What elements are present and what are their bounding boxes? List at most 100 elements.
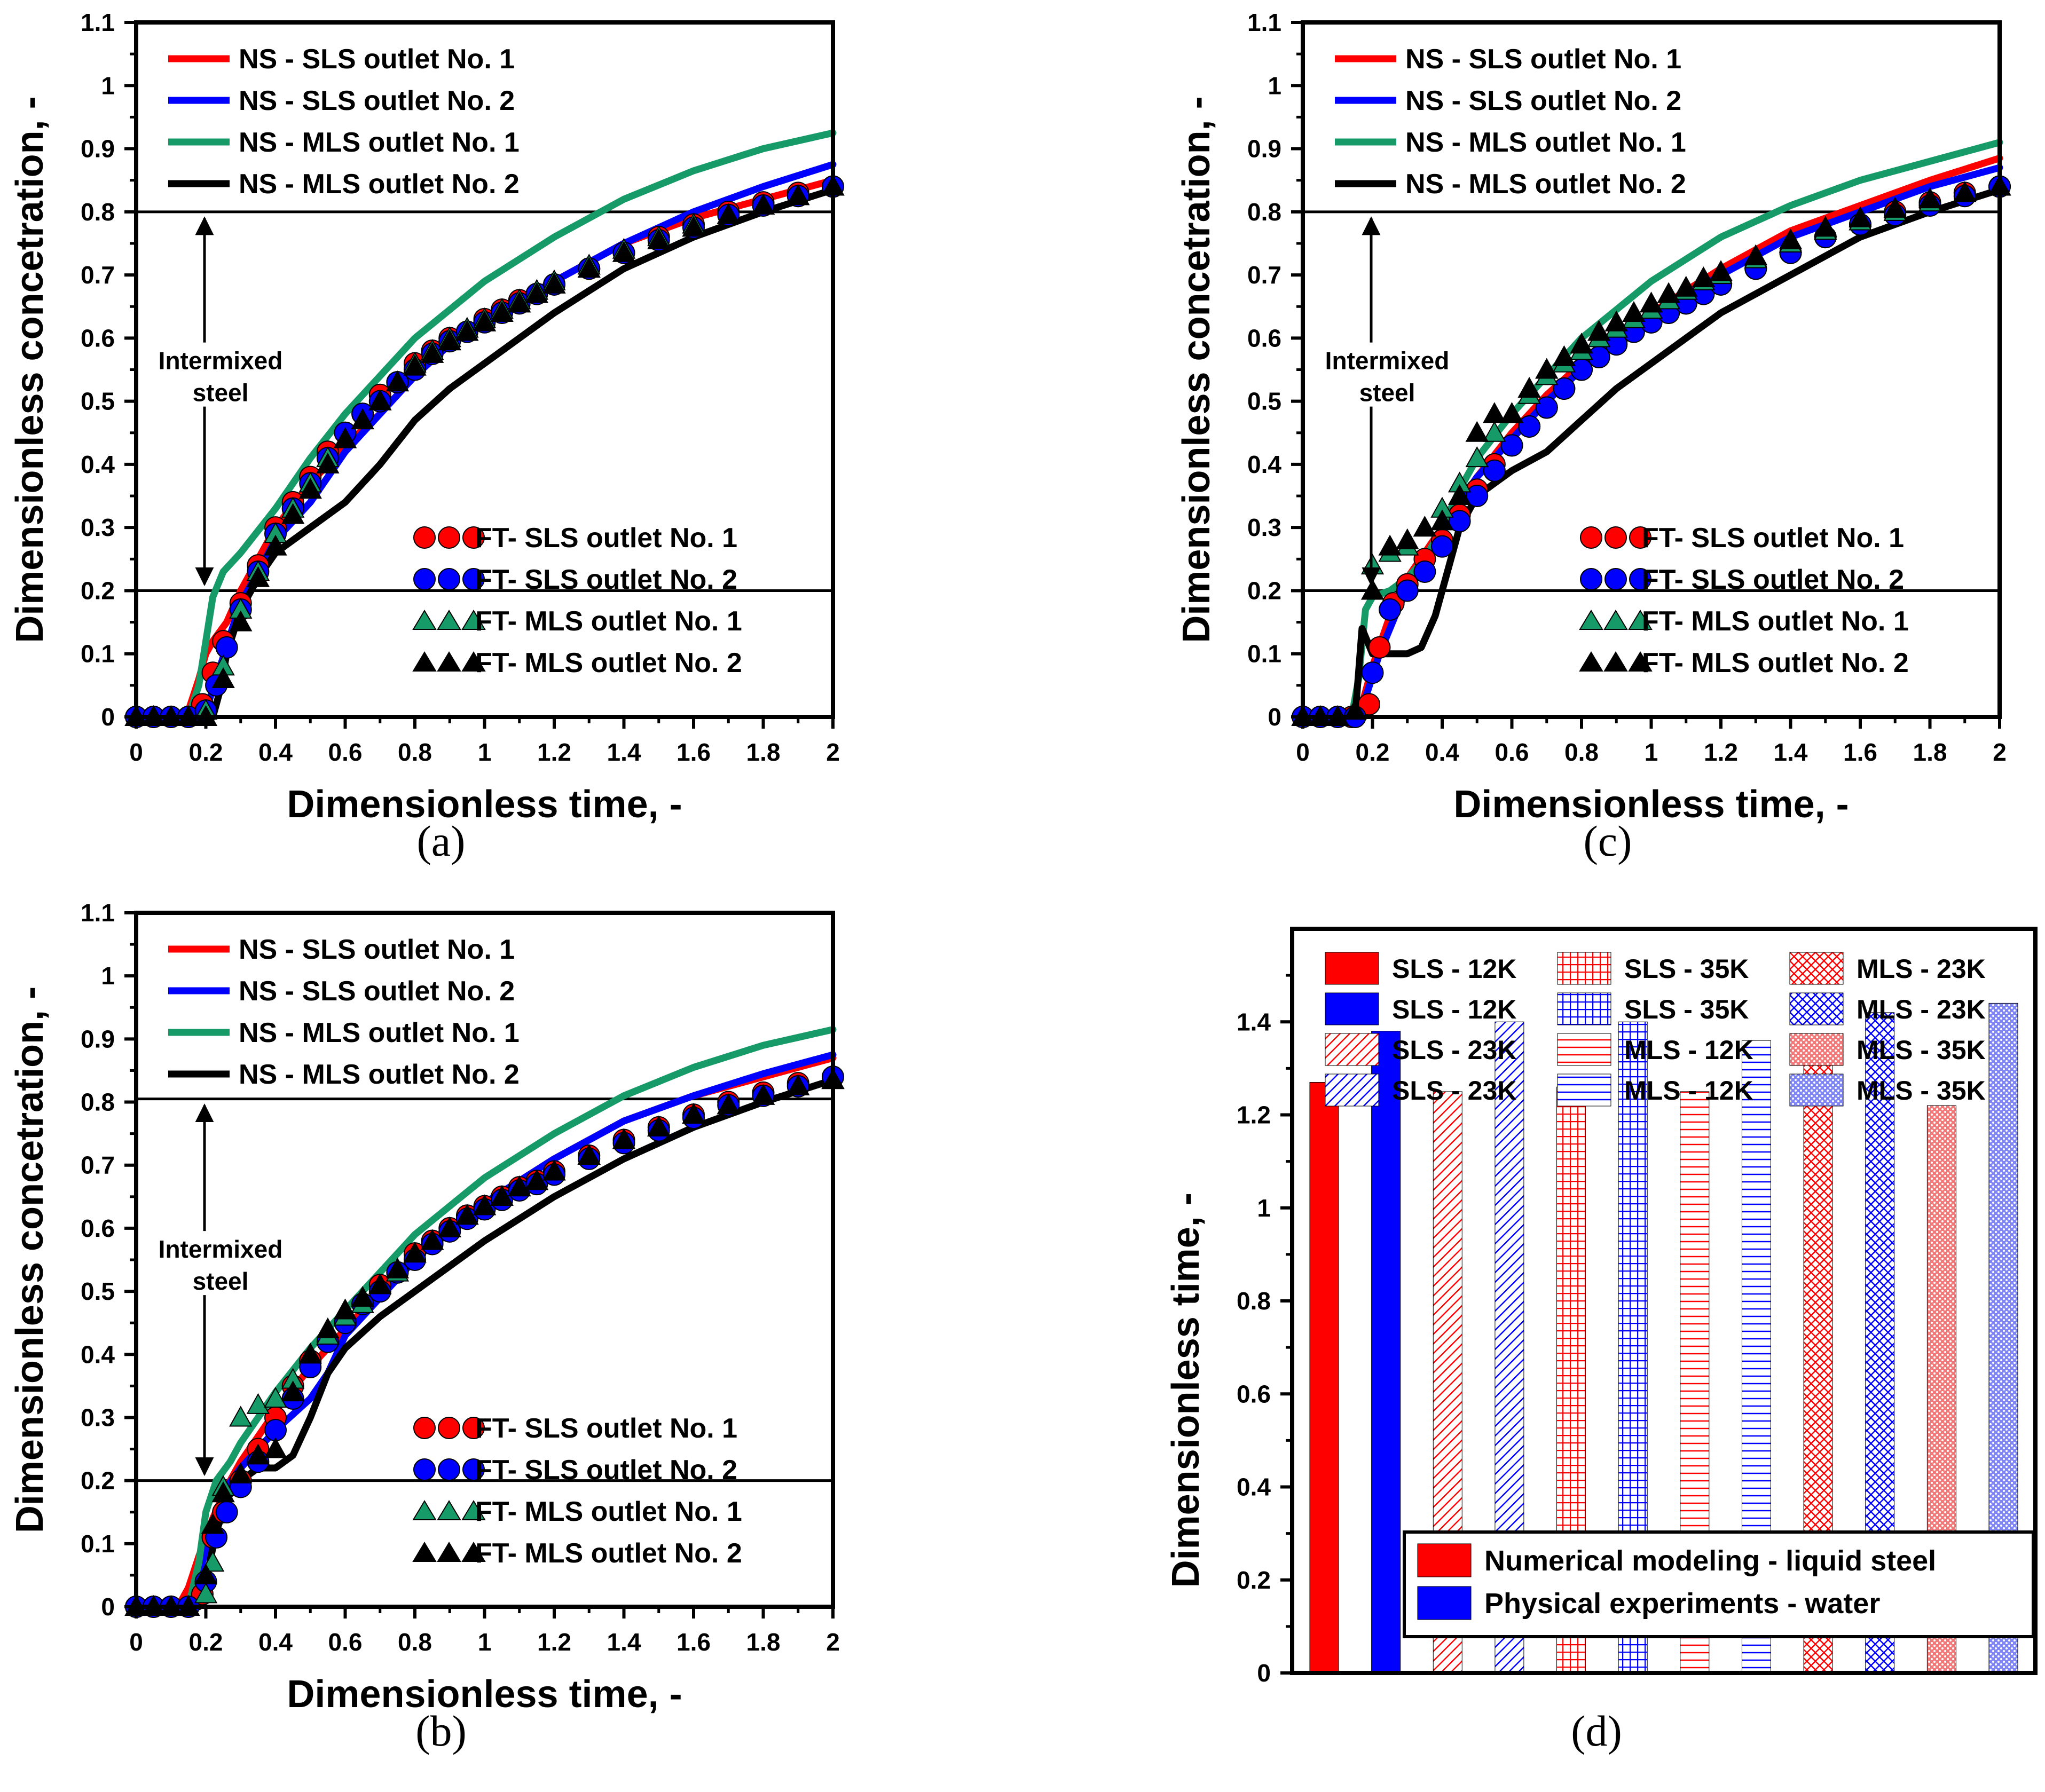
x-tick-label: 0 xyxy=(129,738,143,766)
legend-swatch xyxy=(1579,610,1603,630)
panel-d: 0 0.2 0.4 0.6 0.8 1 1.2 1.4 Dimensionless time, … xyxy=(1165,927,2038,1755)
y-tick-label: 0.5 xyxy=(81,388,115,415)
y-tick-label: 0.1 xyxy=(81,1530,115,1558)
data-point xyxy=(316,452,340,473)
data-point xyxy=(1692,266,1716,288)
data-point xyxy=(211,1481,235,1503)
legend-swatch xyxy=(1789,952,1844,985)
legend-label: NS - MLS outlet No. 1 xyxy=(239,1017,520,1048)
y-axis-title: Dimensionless concetration, - xyxy=(9,986,51,1533)
x-tick-label: 1 xyxy=(478,1628,492,1656)
legend-swatch xyxy=(1628,651,1653,672)
bar xyxy=(1371,1031,1401,1673)
legend-label: NS - MLS outlet No. 2 xyxy=(1405,169,1686,200)
data-point xyxy=(490,301,514,322)
data-point xyxy=(1430,509,1454,531)
data-point xyxy=(403,1242,427,1263)
data-point xyxy=(786,184,810,206)
data-point xyxy=(525,282,549,303)
data-point xyxy=(246,566,270,587)
legend-label: FT- MLS outlet No. 2 xyxy=(1642,648,1909,678)
x-tick-label: 0.8 xyxy=(398,738,432,766)
data-point xyxy=(264,1437,287,1458)
data-point xyxy=(647,228,671,250)
x-tick-label: 2 xyxy=(826,738,840,766)
data-point xyxy=(577,1143,601,1165)
legend-label: NS - MLS outlet No. 1 xyxy=(1405,127,1686,158)
data-point xyxy=(420,1229,444,1250)
legend-label: MLS - 12K xyxy=(1624,1035,1753,1065)
x-tick-label: 0.2 xyxy=(1356,738,1390,766)
legend-swatch xyxy=(1789,992,1844,1025)
legend-markers: FT- SLS outlet No. 1 FT- SLS outlet No. 2… xyxy=(1579,523,1909,678)
data-point xyxy=(246,1393,270,1414)
legend-label: MLS - 23K xyxy=(1857,954,1986,984)
data-point xyxy=(717,203,740,224)
x-tick-label: 1.2 xyxy=(537,738,571,766)
y-tick-label: 1.1 xyxy=(81,899,115,927)
x-tick-label: 0.6 xyxy=(328,1628,363,1656)
data-point xyxy=(368,389,392,410)
legend-swatch xyxy=(462,1417,485,1439)
legend-label: FT- SLS outlet No. 2 xyxy=(475,564,737,595)
data-point xyxy=(1849,206,1872,227)
legend-markers: FT- SLS outlet No. 1 FT- SLS outlet No. 2… xyxy=(412,1413,742,1569)
data-point xyxy=(438,329,461,351)
data-point xyxy=(1413,560,1436,583)
series-8 xyxy=(1291,175,2011,726)
legend-swatch xyxy=(1557,992,1611,1025)
data-point xyxy=(1953,181,1977,202)
legend-swatch xyxy=(413,568,436,590)
data-point xyxy=(1500,434,1523,457)
data-point xyxy=(215,636,238,659)
data-point xyxy=(368,1273,392,1294)
panel-label: (c) xyxy=(1583,817,1632,865)
y-tick-label: 0.8 xyxy=(81,198,115,226)
data-point xyxy=(229,610,253,631)
panel-c: Intermixed steel 0 0.2 0.4 0.6 0.8 1 1.2 1.4 1.6 1.… xyxy=(1175,9,2011,865)
annotation-bg xyxy=(156,1231,285,1296)
data-point xyxy=(229,1462,253,1483)
legend-swatch xyxy=(412,1500,437,1520)
data-point xyxy=(298,478,322,499)
x-tick-label: 0.4 xyxy=(1425,738,1459,766)
data-point xyxy=(1535,358,1559,379)
data-point xyxy=(1604,310,1628,331)
legend-label: MLS - 12K xyxy=(1624,1076,1753,1106)
legend-swatch xyxy=(412,610,437,630)
y-tick-label: 0.3 xyxy=(1247,514,1281,541)
data-point xyxy=(1744,244,1767,265)
y-tick-label: 0 xyxy=(101,1593,115,1621)
data-point xyxy=(316,1317,340,1338)
legend-label: NS - SLS outlet No. 2 xyxy=(239,976,515,1007)
legend-swatch xyxy=(1603,651,1628,672)
series-line xyxy=(132,1076,837,1611)
series-line xyxy=(132,186,837,721)
y-tick-label: 0.2 xyxy=(81,1467,115,1495)
data-point xyxy=(333,427,357,448)
series-6 xyxy=(125,1065,844,1618)
data-point xyxy=(438,1216,461,1237)
data-point xyxy=(1360,579,1385,600)
y-tick-label: 0.3 xyxy=(81,1403,115,1431)
x-tick-label: 0.8 xyxy=(398,1628,432,1656)
legend-swatch xyxy=(413,1458,436,1481)
legend-lines: NS - SLS outlet No. 1 NS - SLS outlet No.… xyxy=(168,934,520,1090)
x-tick-label: 0.6 xyxy=(328,738,363,766)
legend-swatch xyxy=(437,610,461,630)
legend-label: NS - MLS outlet No. 2 xyxy=(239,1059,520,1090)
legend-label: FT- SLS outlet No. 2 xyxy=(1642,564,1904,595)
y-tick-label: 0.9 xyxy=(1247,135,1281,163)
data-point xyxy=(281,503,305,524)
panel-a: Intermixed steel 0 0.2 0.4 0.6 0.8 1 1.2 1.4 1.6 1.… xyxy=(9,9,845,865)
y-tick-label: 1 xyxy=(101,72,115,99)
legend-label: SLS - 12K xyxy=(1392,954,1516,984)
legend-label: Numerical modeling - liquid steel xyxy=(1484,1545,1936,1577)
x-axis-title: Dimensionless time, - xyxy=(287,783,682,826)
legend-swatch xyxy=(1628,610,1653,630)
y-tick-label: 0.9 xyxy=(81,135,115,163)
legend-swatch xyxy=(462,1458,485,1481)
legend-swatch xyxy=(462,568,485,590)
data-point xyxy=(786,1074,810,1095)
